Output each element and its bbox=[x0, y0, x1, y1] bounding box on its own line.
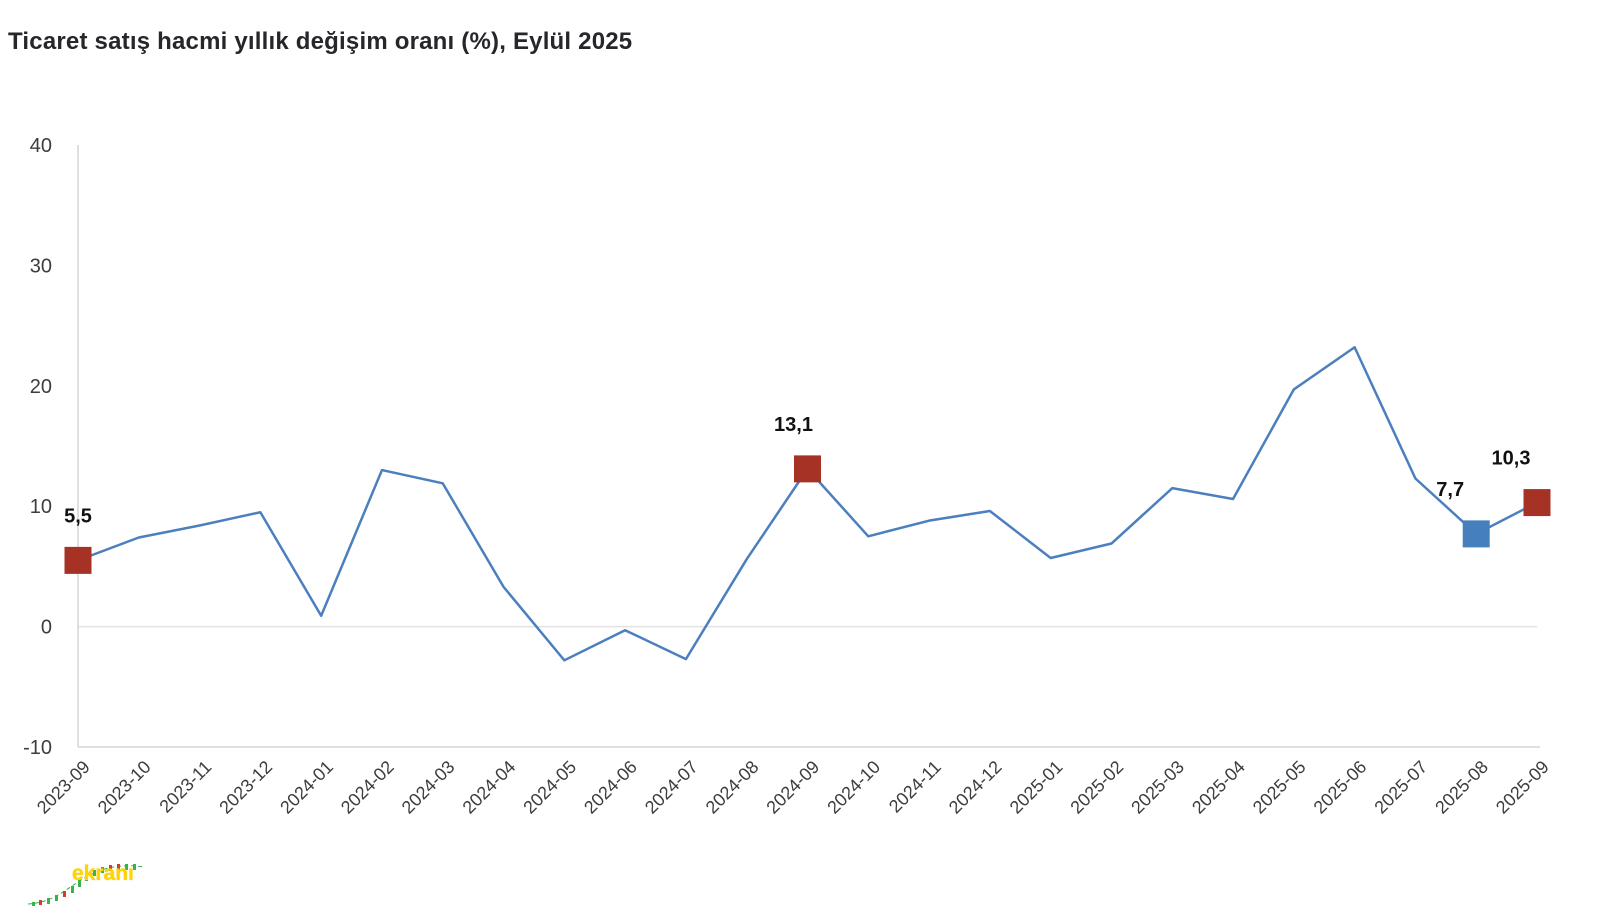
x-axis-label: 2023-12 bbox=[215, 757, 276, 818]
data-line bbox=[76, 346, 1539, 662]
data-value-label: 5,5 bbox=[64, 505, 92, 527]
y-axis-tick-label: 20 bbox=[30, 376, 52, 398]
data-value-label: 7,7 bbox=[1436, 479, 1464, 501]
y-axis-tick-label: 10 bbox=[30, 496, 52, 518]
chart-title: Ticaret satış hacmi yıllık değişim oranı… bbox=[8, 28, 633, 55]
y-axis-tick-label: 0 bbox=[41, 617, 52, 639]
x-axis-label: 2024-05 bbox=[519, 757, 580, 818]
x-axis-label: 2025-06 bbox=[1310, 757, 1371, 818]
x-axis-label: 2024-04 bbox=[459, 757, 520, 818]
y-axis-tick-label: 40 bbox=[30, 135, 52, 157]
x-axis-label: 2024-02 bbox=[337, 757, 398, 818]
x-axis-label: 2024-11 bbox=[885, 757, 945, 817]
x-axis-label: 2023-10 bbox=[94, 757, 155, 818]
y-axis-tick-label: -10 bbox=[23, 737, 52, 759]
x-axis-label: 2024-09 bbox=[762, 757, 823, 818]
x-axis-label: 2025-05 bbox=[1249, 757, 1310, 818]
x-axis-label: 2024-03 bbox=[398, 757, 459, 818]
data-value-label: 10,3 bbox=[1492, 448, 1531, 470]
x-axis-label: 2025-04 bbox=[1188, 757, 1249, 818]
ekrani-logo-text: ekranı bbox=[72, 862, 134, 885]
x-axis-label: 2023-11 bbox=[155, 757, 215, 817]
x-axis-label: 2023-09 bbox=[33, 757, 94, 818]
x-axis-label: 2025-03 bbox=[1127, 757, 1188, 818]
x-axis-label: 2024-06 bbox=[580, 757, 641, 818]
ekrani-logo-graphic bbox=[27, 864, 145, 906]
x-axis-label: 2025-02 bbox=[1066, 757, 1127, 818]
highlight-marker-2023-09 bbox=[64, 546, 92, 574]
x-axis-label: 2024-12 bbox=[945, 757, 1006, 818]
x-axis-label: 2025-01 bbox=[1006, 757, 1067, 818]
x-axis-label: 2024-07 bbox=[641, 757, 702, 818]
x-axis-label: 2024-10 bbox=[823, 757, 884, 818]
x-axis-label: 2025-07 bbox=[1370, 757, 1431, 818]
x-axis-label: 2025-09 bbox=[1492, 757, 1553, 818]
highlight-marker-2024-09 bbox=[794, 455, 821, 483]
y-axis-tick-label: 30 bbox=[30, 255, 52, 277]
data-value-label: 13,1 bbox=[774, 414, 813, 436]
highlight-marker-2025-09 bbox=[1523, 489, 1551, 517]
highlight-marker-2025-08 bbox=[1462, 520, 1490, 548]
ekrani-logo: ekranı bbox=[26, 858, 176, 906]
x-axis-label: 2024-01 bbox=[276, 757, 337, 818]
x-axis-label: 2025-08 bbox=[1431, 757, 1492, 818]
x-axis-label: 2024-08 bbox=[702, 757, 763, 818]
